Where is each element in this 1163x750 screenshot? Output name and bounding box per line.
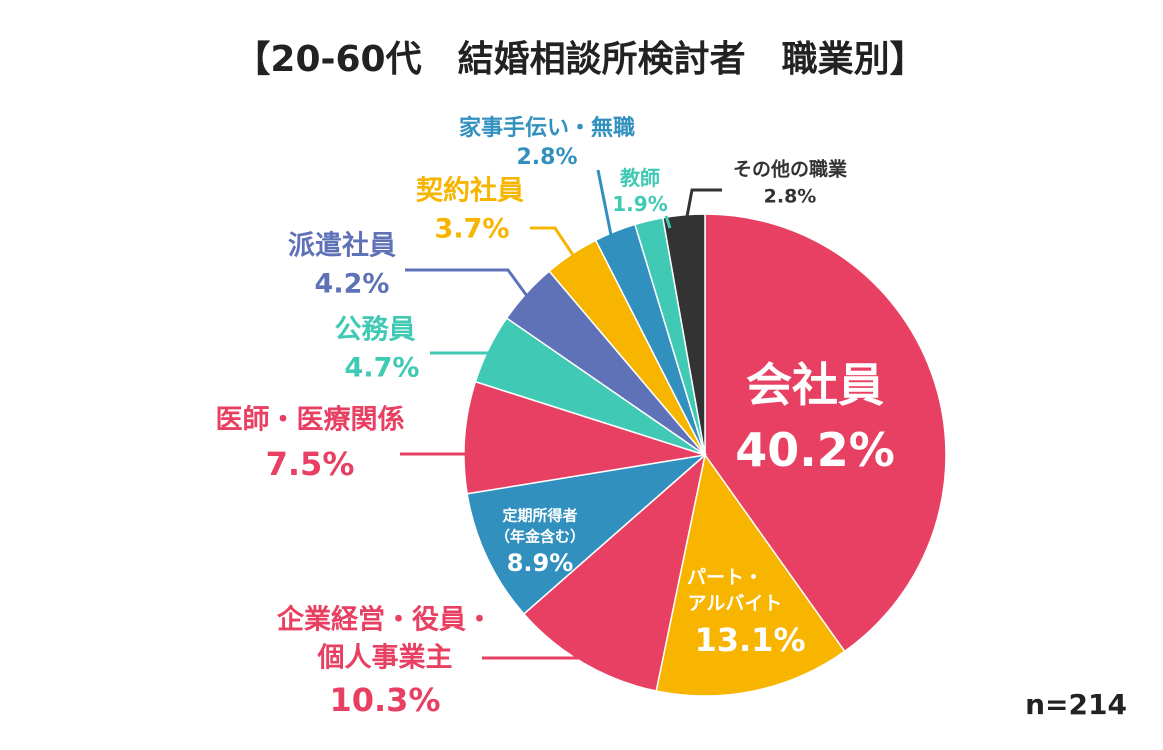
value-teiki: 8.9% — [506, 549, 574, 577]
leader-line-3 — [530, 226, 577, 259]
label-kyoushi: 教師 — [620, 166, 660, 190]
value-haken: 4.2% — [314, 268, 390, 300]
value-kaji: 2.8% — [516, 145, 578, 170]
pie-slice-2 — [522, 452, 707, 692]
pie-slice-0 — [704, 213, 947, 653]
value-kaishain: 40.2% — [735, 423, 895, 477]
sample-size: n=214 — [1025, 688, 1127, 721]
value-other: 2.8% — [763, 185, 817, 208]
label-teiki-2: （年金含む） — [494, 527, 586, 546]
pie-slice-3 — [466, 453, 708, 616]
label-other: その他の職業 — [732, 158, 848, 181]
leader-line-4 — [405, 268, 529, 297]
leader-line-1 — [664, 215, 672, 229]
value-koumuin: 4.7% — [344, 352, 420, 384]
value-ishi: 7.5% — [265, 445, 355, 483]
label-keiei-1: 企業経営・役員・ — [277, 604, 493, 636]
label-ishi: 医師・医療関係 — [215, 404, 405, 436]
pie-slice-1 — [655, 453, 846, 697]
label-keiei-2: 個人事業主 — [317, 642, 453, 674]
label-haken: 派遣社員 — [288, 230, 396, 262]
pie-slice-4 — [463, 380, 706, 495]
value-keiyaku: 3.7% — [434, 213, 510, 245]
label-keiyaku: 契約社員 — [416, 175, 524, 207]
label-part-2: アルバイト — [687, 592, 783, 615]
value-part: 13.1% — [694, 621, 806, 659]
label-teiki-1: 定期所得者 — [502, 506, 578, 525]
label-kaishain: 会社員 — [746, 358, 884, 412]
leader-line-0 — [596, 169, 614, 241]
label-part-1: パート・ — [686, 566, 764, 589]
pie-slice-10 — [661, 213, 706, 456]
value-kyoushi: 1.9% — [612, 192, 668, 216]
chart-title: 【20-60代 結婚相談所検討者 職業別】 — [234, 39, 926, 80]
label-kaji: 家事手伝い・無職 — [458, 116, 636, 141]
value-keiei: 10.3% — [329, 681, 441, 719]
leader-line-2 — [684, 188, 722, 223]
label-koumuin: 公務員 — [334, 314, 416, 346]
